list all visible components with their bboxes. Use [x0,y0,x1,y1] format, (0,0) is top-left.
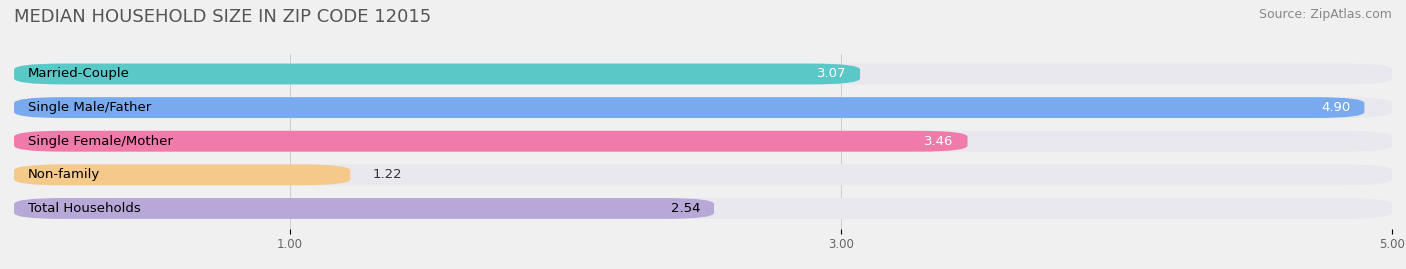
FancyBboxPatch shape [14,63,860,84]
FancyBboxPatch shape [14,63,1392,84]
FancyBboxPatch shape [14,164,1392,185]
Text: 2.54: 2.54 [671,202,700,215]
Text: 4.90: 4.90 [1322,101,1351,114]
FancyBboxPatch shape [14,131,1392,152]
Text: 3.07: 3.07 [817,68,846,80]
FancyBboxPatch shape [14,131,967,152]
Text: 3.46: 3.46 [924,135,953,148]
Text: Single Male/Father: Single Male/Father [28,101,150,114]
Text: Source: ZipAtlas.com: Source: ZipAtlas.com [1258,8,1392,21]
FancyBboxPatch shape [14,97,1392,118]
FancyBboxPatch shape [14,198,714,219]
FancyBboxPatch shape [14,198,1392,219]
Text: Married-Couple: Married-Couple [28,68,129,80]
Text: Single Female/Mother: Single Female/Mother [28,135,173,148]
FancyBboxPatch shape [14,164,350,185]
Text: 1.22: 1.22 [373,168,402,181]
Text: Total Households: Total Households [28,202,141,215]
Text: MEDIAN HOUSEHOLD SIZE IN ZIP CODE 12015: MEDIAN HOUSEHOLD SIZE IN ZIP CODE 12015 [14,8,432,26]
Text: Non-family: Non-family [28,168,100,181]
FancyBboxPatch shape [14,97,1364,118]
